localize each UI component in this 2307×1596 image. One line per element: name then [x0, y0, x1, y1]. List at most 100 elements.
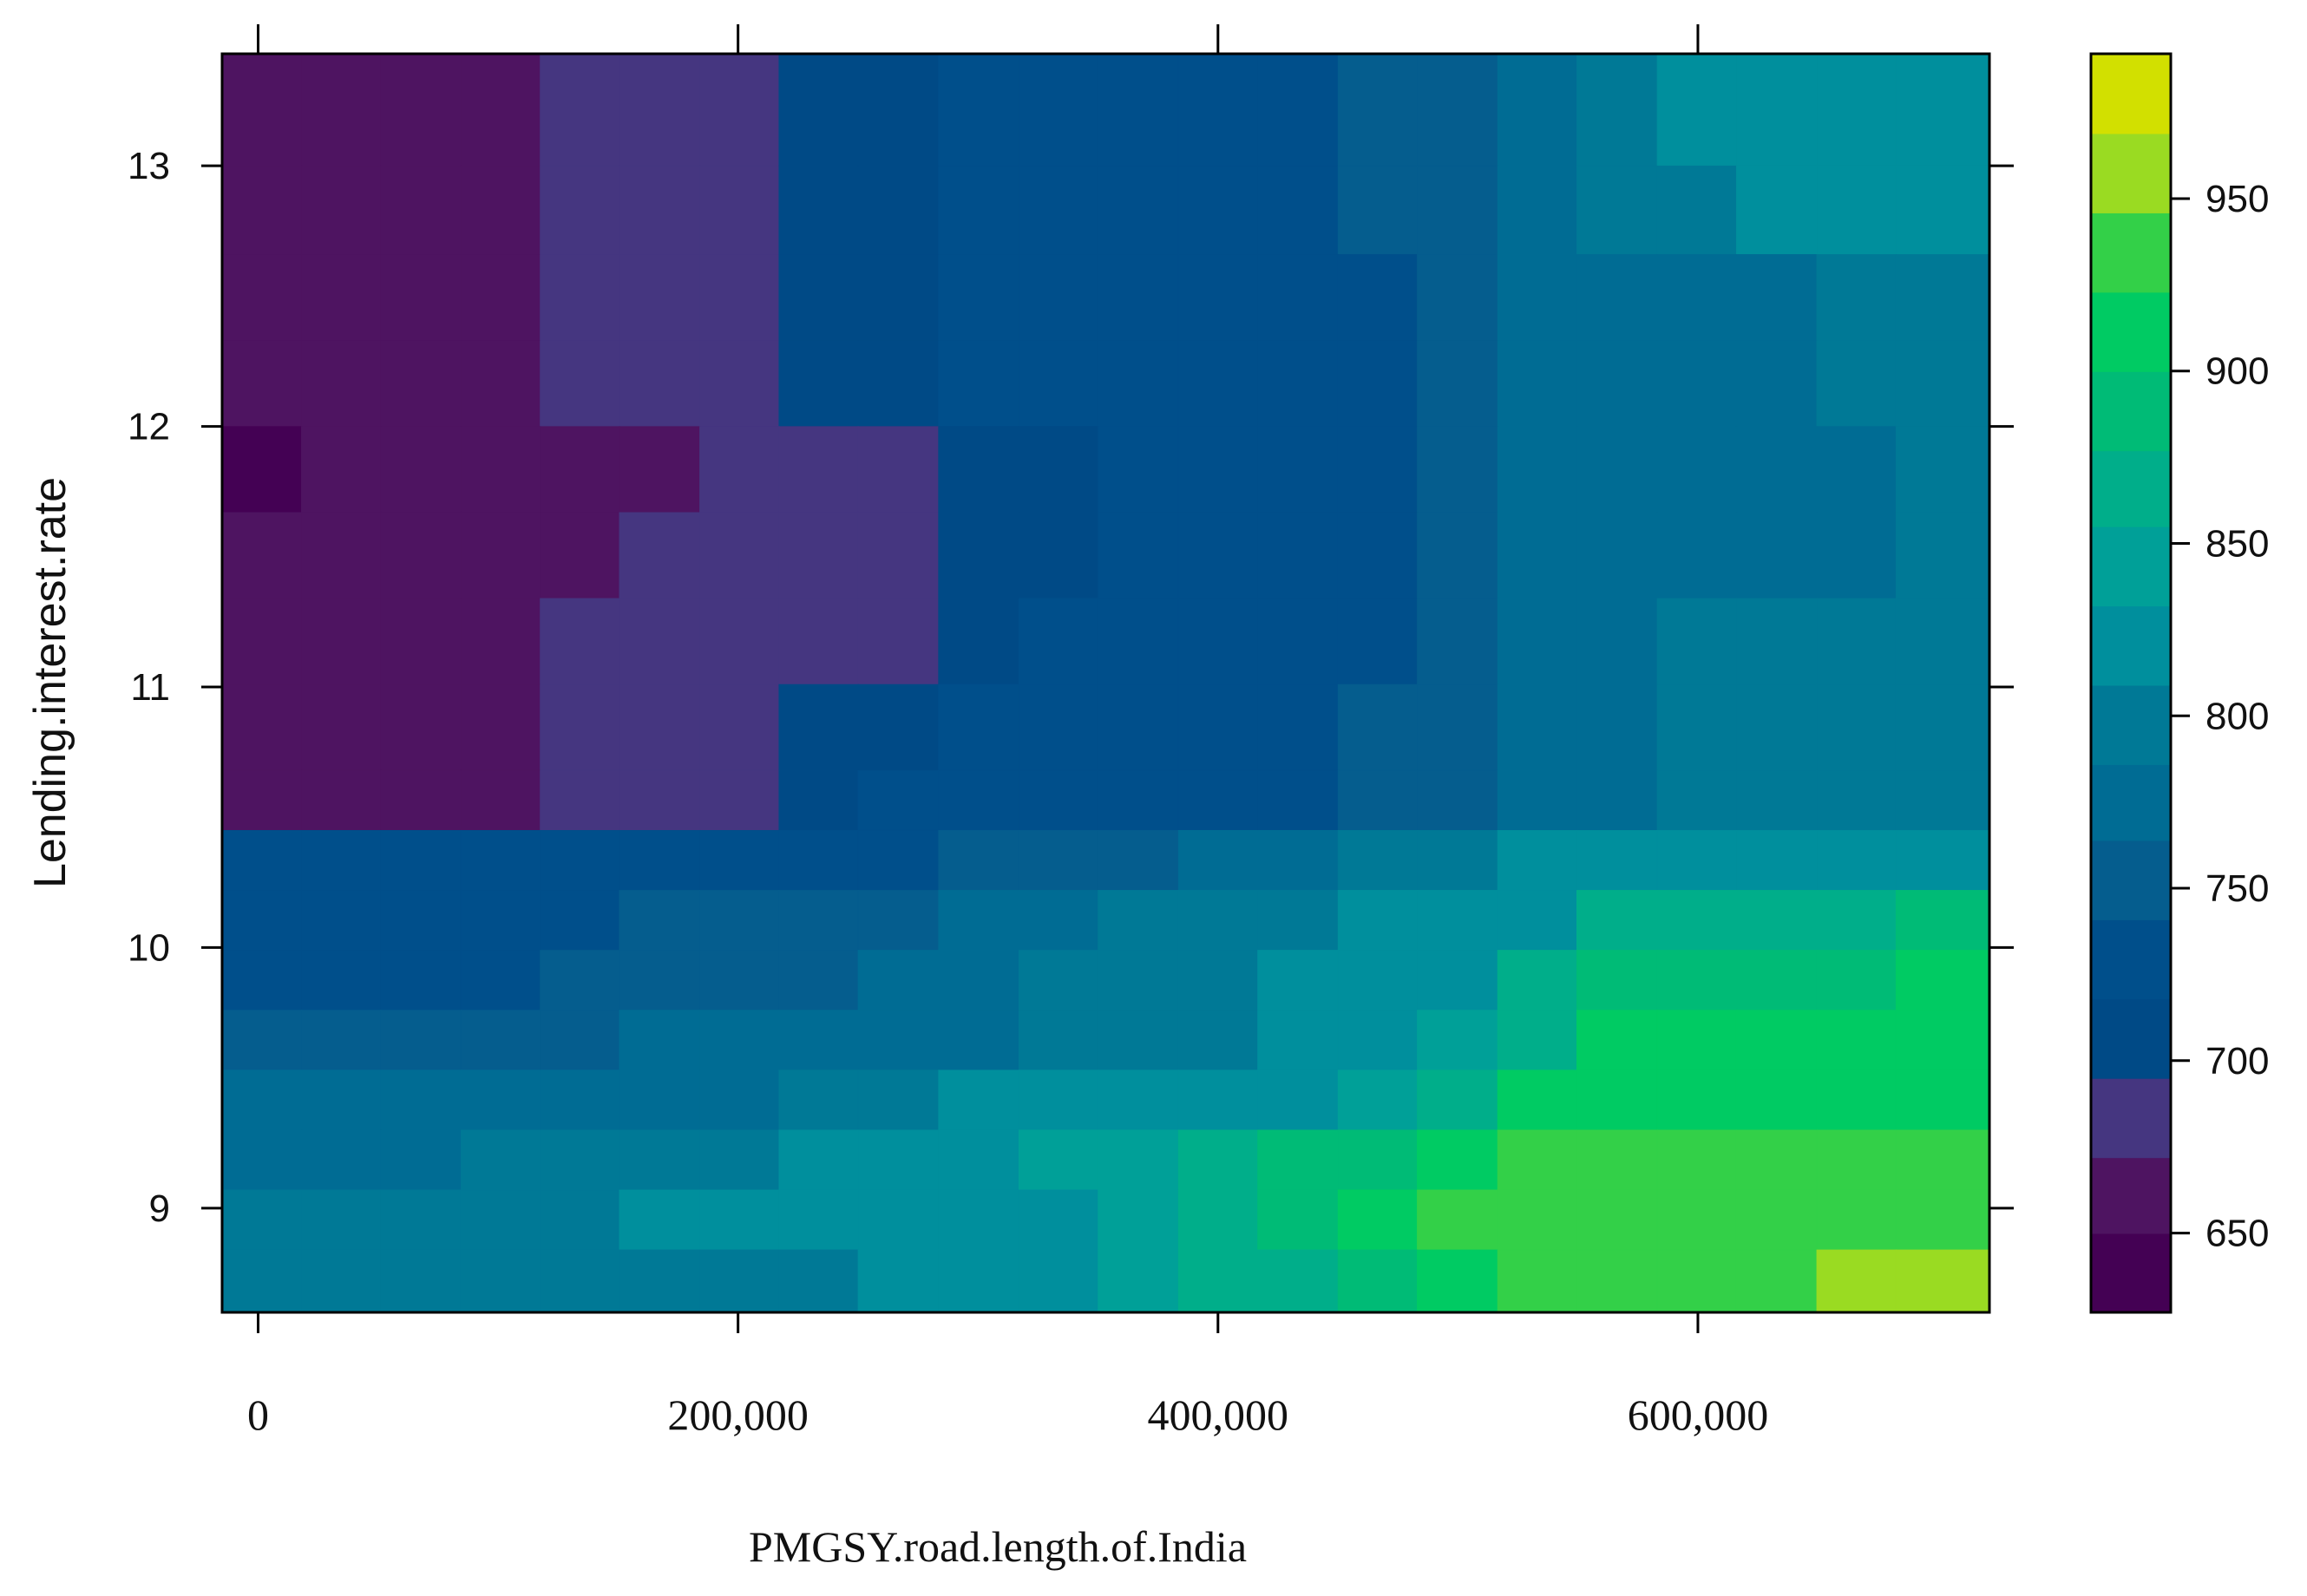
heatmap-cell	[301, 1069, 382, 1131]
heatmap-cell	[1895, 769, 1991, 832]
heatmap-cell	[938, 53, 1020, 167]
heatmap-cell	[1417, 598, 1499, 686]
heatmap-cell	[1895, 165, 1991, 256]
heatmap-cell	[1735, 1189, 1818, 1251]
heatmap-cell	[1177, 53, 1259, 167]
heatmap-cell	[857, 426, 940, 513]
x-tick-label: 600,000	[1628, 1390, 1769, 1439]
heatmap-cell	[301, 1010, 382, 1071]
heatmap-cell	[1098, 512, 1180, 599]
colorbar-tick-label: 850	[2205, 522, 2269, 565]
heatmap-cell	[540, 340, 620, 428]
heatmap-cell	[1417, 684, 1499, 772]
heatmap-cell	[1417, 1069, 1499, 1131]
x-axis-title: PMGSY.road.length.of.India	[749, 1522, 1247, 1571]
heatmap-cell	[1018, 950, 1099, 1011]
heatmap-cell	[778, 890, 859, 952]
heatmap-cell	[1098, 1069, 1180, 1131]
heatmap-cell	[1895, 1249, 1991, 1314]
heatmap-cell	[1497, 769, 1578, 832]
heatmap-cell	[460, 684, 541, 772]
heatmap-cell	[1656, 340, 1738, 428]
heatmap-cell	[1497, 1249, 1578, 1314]
heatmap-cell	[1417, 165, 1499, 256]
heatmap-cell	[540, 598, 620, 686]
heatmap-cell	[1895, 1069, 1991, 1131]
heatmap-cell	[619, 340, 701, 428]
heatmap-cell	[778, 1010, 859, 1071]
heatmap-cell	[938, 950, 1020, 1011]
heatmap-cell	[778, 1069, 859, 1131]
heatmap-cell	[460, 1010, 541, 1071]
heatmap-cell	[460, 1249, 541, 1314]
heatmap-cell	[1257, 1010, 1340, 1071]
x-tick-label: 200,000	[667, 1390, 809, 1439]
heatmap-cell	[221, 950, 303, 1011]
heatmap-cell	[1656, 512, 1738, 599]
heatmap-cell	[1497, 598, 1578, 686]
heatmap-cell	[221, 1249, 303, 1314]
heatmap-cell	[1735, 950, 1818, 1011]
heatmap-cell	[1816, 1129, 1897, 1191]
heatmap-cell	[1816, 165, 1897, 256]
heatmap-cell	[540, 1129, 620, 1191]
heatmap-cell	[1098, 340, 1180, 428]
heatmap-cell	[857, 950, 940, 1011]
heatmap-cell	[1018, 165, 1099, 256]
heatmap-cell	[857, 684, 940, 772]
heatmap-cell	[1018, 426, 1099, 513]
heatmap-cell	[699, 1129, 780, 1191]
colorbar-swatch	[2090, 53, 2172, 134]
heatmap-cell	[1656, 684, 1738, 772]
heatmap-cell	[778, 1129, 859, 1191]
heatmap-cell	[1098, 1249, 1180, 1314]
heatmap-cell	[938, 165, 1020, 256]
heatmap-cell	[1895, 950, 1991, 1011]
heatmap-cell	[699, 829, 780, 892]
heatmap-cell	[380, 340, 462, 428]
heatmap-cell	[1735, 254, 1818, 342]
heatmap-cell	[301, 1129, 382, 1191]
heatmap-cell	[1257, 1129, 1340, 1191]
heatmap-cell	[1177, 165, 1259, 256]
heatmap-cell	[1417, 890, 1499, 952]
heatmap-cell	[699, 769, 780, 832]
heatmap-cell	[619, 598, 701, 686]
heatmap-cell	[1177, 254, 1259, 342]
heatmap-cell	[1816, 890, 1897, 952]
heatmap-cell	[857, 769, 940, 832]
heatmap-cell	[380, 1010, 462, 1071]
heatmap-cell	[1257, 340, 1340, 428]
colorbar-swatch	[2090, 1233, 2172, 1314]
heatmap-cell	[540, 254, 620, 342]
heatmap-cell	[1257, 53, 1340, 167]
heatmap-cell	[1018, 254, 1099, 342]
heatmap-cell	[301, 598, 382, 686]
heatmap-cell	[1576, 340, 1658, 428]
heatmap-cells	[221, 53, 1991, 1314]
heatmap-cell	[1177, 1010, 1259, 1071]
heatmap-cell	[1098, 426, 1180, 513]
heatmap-cell	[857, 1129, 940, 1191]
heatmap-cell	[540, 53, 620, 167]
heatmap-cell	[1257, 426, 1340, 513]
heatmap-cell	[938, 890, 1020, 952]
heatmap-cell	[1656, 165, 1738, 256]
heatmap-cell	[1257, 1249, 1340, 1314]
heatmap-cell	[938, 829, 1020, 892]
heatmap-cell	[778, 165, 859, 256]
heatmap-cell	[1337, 1189, 1419, 1251]
colorbar-swatch	[2090, 1156, 2172, 1234]
heatmap-cell	[619, 684, 701, 772]
heatmap-cell	[1098, 829, 1180, 892]
heatmap-cell	[221, 165, 303, 256]
heatmap-cell	[1177, 684, 1259, 772]
heatmap-cell	[1257, 950, 1340, 1011]
heatmap-cell	[778, 1189, 859, 1251]
colorbar-swatch	[2090, 133, 2172, 213]
heatmap-cell	[460, 426, 541, 513]
heatmap-cell	[1895, 598, 1991, 686]
heatmap-cell	[1497, 829, 1578, 892]
heatmap-cell	[1735, 829, 1818, 892]
heatmap-cell	[1018, 598, 1099, 686]
